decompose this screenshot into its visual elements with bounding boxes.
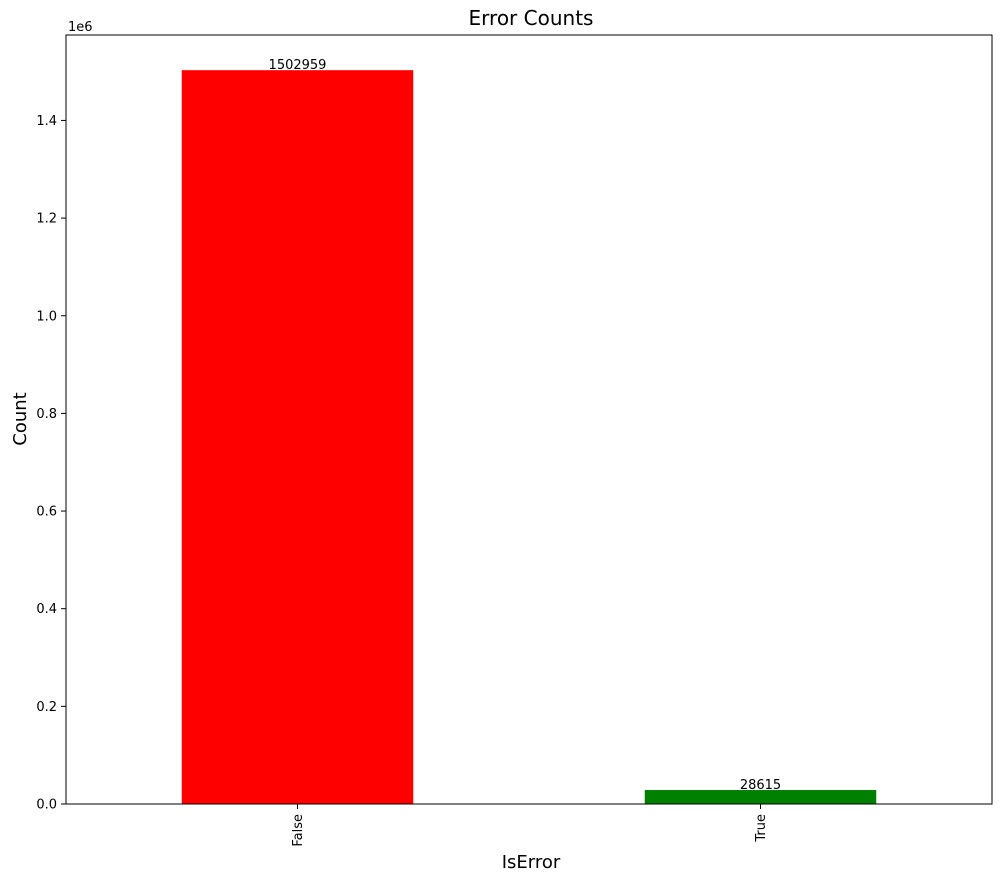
x-tick-label-true: True [754,814,769,843]
y-tick-label: 0.6 [36,505,57,520]
chart-title: Error Counts [469,6,594,30]
plot-area: 1502959 28615 0.0 0.2 0.4 0.6 0.8 1.0 1.2 1.4 Fals… [36,34,993,847]
y-tick-label: 0.0 [36,798,57,813]
data-label-false: 1502959 [269,58,327,73]
x-axis-label: IsError [502,852,561,873]
y-tick-label: 1.4 [36,114,57,129]
bar-true [644,790,877,804]
x-tick-label-false: False [291,814,306,847]
y-tick-label: 1.2 [36,212,57,227]
y-tick-label: 0.4 [36,602,57,617]
bar-false [181,70,414,805]
data-label-true: 28615 [740,778,781,793]
y-axis-offset-label: 1e6 [68,20,93,35]
plot-frame [65,34,993,805]
y-tick-label: 1.0 [36,309,57,324]
y-axis-label: Count [10,392,31,445]
y-tick-label: 0.8 [36,407,57,422]
y-tick-label: 0.2 [36,700,57,715]
